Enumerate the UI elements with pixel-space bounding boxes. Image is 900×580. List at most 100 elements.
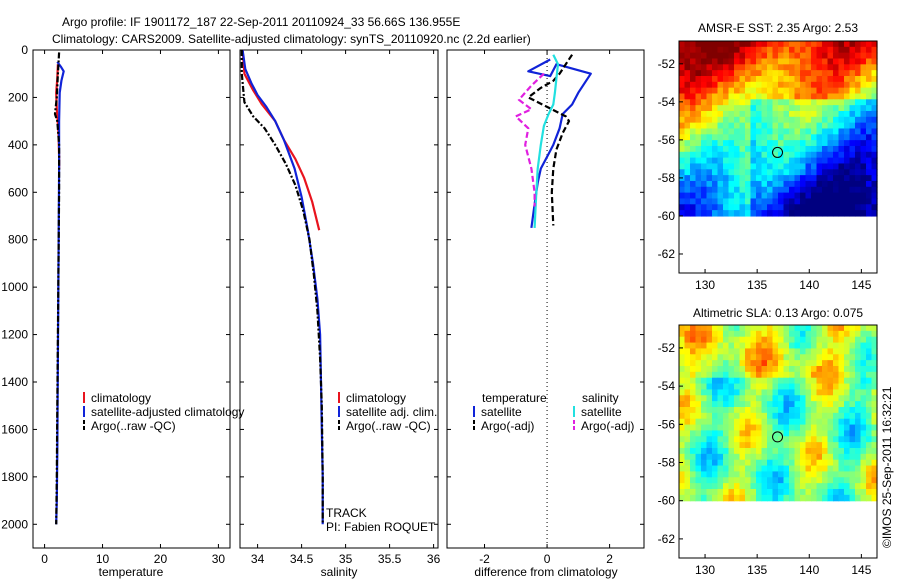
map-cell [855, 383, 862, 391]
map-cell [750, 371, 757, 379]
map-cell [712, 41, 719, 48]
map-cell [728, 407, 735, 414]
map-cell [745, 459, 752, 467]
map-cell [805, 325, 812, 332]
map-cell [871, 377, 878, 385]
map-cell [789, 186, 796, 194]
map-cell [684, 151, 691, 159]
map-cell [772, 377, 779, 385]
map-cell [827, 58, 834, 65]
map-cell [822, 371, 829, 379]
map-cell [723, 330, 730, 338]
map-cell [783, 110, 790, 118]
map-cell [679, 75, 686, 83]
map-cell [723, 81, 730, 89]
map-cell [772, 198, 779, 205]
map-cell [761, 336, 768, 344]
map-cell [855, 204, 862, 211]
map-cell [734, 145, 741, 153]
map-cell [778, 488, 785, 496]
map-cell [789, 75, 796, 83]
map-cell [855, 151, 862, 159]
map-cell [701, 210, 708, 217]
y-tick-label: 1600 [1, 422, 28, 436]
map-cell [822, 93, 829, 100]
map-cell [871, 204, 878, 211]
map-cell [844, 389, 851, 396]
map-cell [855, 465, 862, 473]
map-cell [745, 122, 752, 130]
map-cell [838, 366, 845, 373]
map-cell [778, 192, 785, 200]
map-cell [712, 145, 719, 153]
map-cell [767, 145, 774, 153]
map-cell [849, 488, 856, 496]
map-cell [822, 459, 829, 467]
map-cell [767, 325, 774, 332]
map-cell [844, 459, 851, 467]
map-cell [772, 58, 779, 65]
map-cell [778, 186, 785, 194]
map-cell [756, 336, 763, 344]
map-cell [794, 483, 801, 490]
map-cell [717, 140, 724, 147]
y-tick-label: -60 [658, 494, 676, 508]
map-cell [816, 64, 823, 71]
map-cell [684, 186, 691, 194]
map-cell [855, 70, 862, 77]
map-cell [811, 436, 818, 443]
map-cell [706, 471, 713, 478]
map-cell [866, 204, 873, 211]
map-cell [772, 134, 779, 141]
map-cell [827, 360, 834, 367]
map-cell [811, 105, 818, 112]
map-cell [844, 325, 851, 332]
map-cell [684, 459, 691, 467]
map-cell [745, 389, 752, 396]
map-cell [838, 192, 845, 200]
map-cell [811, 116, 818, 124]
map-cell [767, 366, 774, 373]
map-cell [679, 348, 686, 355]
map-cell [800, 459, 807, 467]
map-cell [800, 58, 807, 65]
map-cell [800, 93, 807, 100]
map-cell [860, 424, 867, 432]
map-cell [866, 175, 873, 182]
map-cell [717, 389, 724, 396]
map-cell [728, 93, 735, 100]
map-cell [750, 75, 757, 83]
map-cell [816, 169, 823, 176]
map-cell [728, 354, 735, 361]
map-cell [717, 371, 724, 379]
map-cell [712, 407, 719, 414]
map-cell [860, 122, 867, 130]
map-cell [855, 52, 862, 60]
map-cell [734, 198, 741, 205]
map-cell [822, 128, 829, 135]
map-cell [783, 360, 790, 367]
map-cell [684, 52, 691, 60]
map-cell [756, 325, 763, 332]
map-cell [794, 418, 801, 426]
map-cell [690, 436, 697, 443]
map-cell [684, 180, 691, 188]
map-cell [706, 58, 713, 65]
map-cell [811, 157, 818, 165]
map-cell [756, 424, 763, 432]
map-cell [860, 477, 867, 484]
map-cell [712, 151, 719, 159]
map-cell [800, 436, 807, 443]
map-cell [833, 401, 840, 408]
map-cell [750, 483, 757, 490]
map-cell [855, 494, 862, 502]
map-cell [706, 192, 713, 200]
map-cell [822, 145, 829, 153]
map-cell [822, 471, 829, 478]
map-cell [778, 64, 785, 71]
map-cell [833, 41, 840, 48]
map-cell [690, 99, 697, 106]
map-cell [844, 377, 851, 385]
map-cell [684, 163, 691, 170]
map-cell [816, 401, 823, 408]
